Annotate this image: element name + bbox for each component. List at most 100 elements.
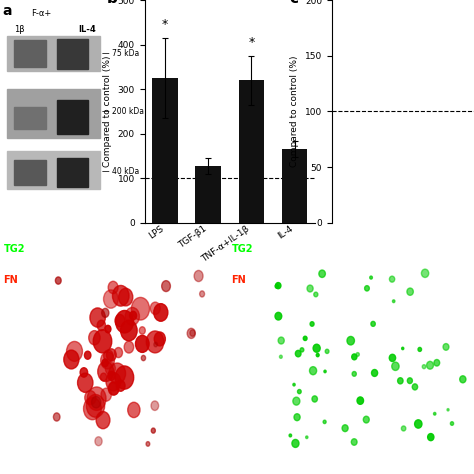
Circle shape: [313, 344, 320, 352]
Circle shape: [87, 387, 106, 410]
Circle shape: [104, 350, 113, 362]
Circle shape: [95, 437, 102, 446]
Circle shape: [293, 397, 300, 405]
Circle shape: [365, 286, 369, 291]
Circle shape: [89, 330, 100, 345]
Circle shape: [105, 362, 115, 375]
Circle shape: [443, 344, 449, 350]
Circle shape: [86, 394, 105, 417]
Circle shape: [412, 384, 418, 390]
Circle shape: [434, 359, 440, 366]
Circle shape: [292, 439, 299, 447]
Circle shape: [141, 356, 146, 361]
Circle shape: [398, 378, 403, 384]
Circle shape: [293, 383, 295, 386]
Circle shape: [83, 398, 101, 420]
Text: TNF-α+IL-: TNF-α+IL-: [271, 244, 327, 254]
Circle shape: [154, 332, 165, 346]
Circle shape: [108, 281, 118, 294]
Circle shape: [151, 428, 155, 433]
Circle shape: [418, 347, 421, 351]
Text: — 200 kDa: — 200 kDa: [102, 107, 145, 116]
Circle shape: [116, 380, 125, 391]
Circle shape: [151, 401, 159, 410]
Bar: [14, 40, 46, 67]
Circle shape: [80, 368, 88, 377]
Text: a: a: [3, 4, 12, 18]
Circle shape: [312, 396, 318, 402]
Circle shape: [300, 348, 304, 352]
Circle shape: [275, 283, 281, 289]
Circle shape: [351, 439, 357, 445]
Circle shape: [370, 276, 373, 279]
Circle shape: [130, 311, 137, 320]
Circle shape: [352, 372, 356, 376]
Circle shape: [139, 327, 146, 334]
Circle shape: [55, 277, 61, 284]
Text: b: b: [107, 0, 118, 6]
Circle shape: [289, 434, 292, 437]
Circle shape: [401, 347, 404, 350]
Circle shape: [434, 412, 436, 415]
Circle shape: [295, 350, 301, 357]
Bar: [14, 160, 46, 185]
Circle shape: [146, 331, 164, 353]
Text: F-α+: F-α+: [31, 9, 52, 18]
Circle shape: [316, 354, 319, 357]
Text: c: c: [289, 0, 298, 6]
Bar: [57, 158, 88, 187]
Text: f: f: [273, 442, 279, 455]
Circle shape: [64, 350, 79, 369]
Circle shape: [363, 416, 369, 423]
Circle shape: [115, 314, 125, 327]
Text: 1β: 1β: [14, 25, 25, 34]
Y-axis label: Compared to control (%): Compared to control (%): [290, 55, 299, 167]
Bar: [152, 78, 178, 223]
Bar: [7, 36, 100, 71]
Circle shape: [303, 336, 307, 340]
Circle shape: [102, 309, 109, 318]
Circle shape: [101, 388, 111, 401]
Text: — 40 kDa: — 40 kDa: [102, 167, 140, 176]
Bar: [7, 89, 100, 138]
Circle shape: [109, 363, 126, 384]
Circle shape: [356, 353, 359, 356]
Circle shape: [421, 269, 429, 277]
Circle shape: [342, 425, 348, 432]
Circle shape: [407, 378, 412, 383]
Bar: [14, 107, 46, 129]
Circle shape: [150, 302, 160, 314]
Circle shape: [319, 270, 325, 277]
Bar: [7, 152, 100, 190]
Y-axis label: Compared to control (%): Compared to control (%): [103, 55, 112, 167]
Circle shape: [428, 434, 434, 441]
Circle shape: [323, 420, 326, 424]
Circle shape: [105, 325, 111, 333]
Circle shape: [310, 322, 314, 326]
Text: *: *: [162, 18, 168, 31]
Bar: [57, 39, 88, 69]
Circle shape: [116, 310, 134, 333]
Bar: [238, 80, 264, 223]
Circle shape: [314, 292, 318, 297]
Circle shape: [280, 355, 283, 358]
Circle shape: [401, 426, 406, 431]
Text: *: *: [248, 36, 255, 49]
Circle shape: [118, 288, 133, 306]
Circle shape: [415, 420, 422, 428]
Text: TG2: TG2: [3, 244, 25, 254]
Bar: [195, 166, 221, 223]
Bar: [57, 100, 88, 134]
Circle shape: [194, 271, 203, 282]
Circle shape: [162, 281, 171, 292]
Circle shape: [103, 290, 118, 308]
Circle shape: [275, 284, 278, 288]
Circle shape: [96, 411, 110, 428]
Circle shape: [310, 366, 317, 375]
Circle shape: [352, 354, 357, 360]
Circle shape: [98, 362, 114, 382]
Circle shape: [91, 396, 101, 408]
Circle shape: [100, 373, 107, 381]
Circle shape: [114, 347, 122, 357]
Circle shape: [100, 352, 114, 369]
